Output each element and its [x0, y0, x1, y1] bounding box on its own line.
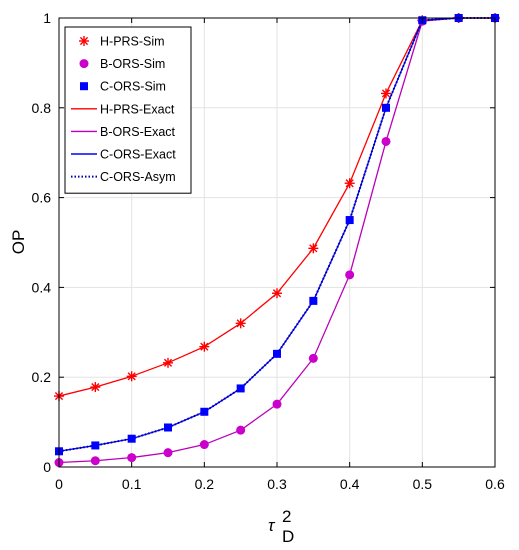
legend-label-c-ors-asym: C-ORS-Asym: [100, 170, 176, 184]
data-point-b-ors-sim: [236, 425, 246, 435]
legend-marker-h-prs-sim: [79, 36, 89, 46]
data-point-b-ors-sim: [308, 353, 318, 363]
x-axis-title-symbol: τ: [268, 516, 276, 535]
data-point-b-ors-sim: [381, 136, 391, 146]
x-tick-label: 0.2: [195, 476, 215, 492]
x-tick-label: 0.6: [485, 476, 505, 492]
data-point-c-ors-sim: [345, 216, 354, 225]
legend-marker-c-ors-sim: [80, 82, 88, 91]
data-point-b-ors-sim: [127, 453, 137, 463]
data-point-c-ors-sim: [91, 441, 100, 450]
data-point-c-ors-sim: [273, 349, 281, 358]
asterisk-stroke: [236, 319, 245, 328]
y-tick-label: 0.4: [32, 279, 52, 295]
legend-label-h-prs-exact: H-PRS-Exact: [100, 102, 175, 116]
x-tick-label: 0.1: [122, 476, 142, 492]
data-point-h-prs-sim: [90, 382, 101, 393]
y-tick-label: 0.2: [32, 369, 52, 385]
data-point-h-prs-sim: [126, 371, 137, 382]
x-axis-title-subscript: D: [282, 527, 294, 546]
x-tick-label: 0.3: [267, 476, 287, 492]
ticks: [58, 17, 496, 468]
asterisk-stroke: [381, 89, 391, 98]
legend-label-c-ors-sim: C-ORS-Sim: [100, 80, 166, 94]
x-tick-label: 0: [55, 476, 63, 492]
x-tick-label: 0.4: [340, 476, 360, 492]
data-point-h-prs-sim: [272, 288, 282, 299]
data-point-c-ors-sim: [309, 296, 318, 305]
tick-labels: 0 0.1 0.2 0.3 0.4 0.5 0.6 0 0.2 0.4 0.6 0.8 1: [32, 10, 505, 492]
data-point-b-ors-sim: [90, 456, 100, 466]
data-point-h-prs-sim: [308, 243, 319, 254]
asterisk-stroke: [345, 179, 354, 188]
data-point-b-ors-sim: [345, 270, 355, 280]
data-point-c-ors-sim: [127, 434, 136, 443]
data-point-h-prs-sim: [199, 341, 210, 352]
data-point-h-prs-sim: [163, 357, 173, 368]
data-point-c-ors-sim: [164, 423, 172, 432]
asterisk-stroke: [163, 358, 173, 367]
asterisk-stroke: [79, 36, 89, 46]
data-point-b-ors-sim: [272, 399, 282, 409]
legend-label-h-prs-sim: H-PRS-Sim: [100, 35, 165, 49]
data-point-h-prs-sim: [235, 318, 246, 329]
data-point-c-ors-sim: [200, 407, 209, 416]
data-point-c-ors-sim: [382, 103, 390, 112]
y-tick-label: 0.6: [32, 190, 52, 206]
x-axis-title: τ 2 D: [268, 507, 294, 546]
asterisk-stroke: [127, 372, 136, 381]
x-axis-title-superscript: 2: [282, 507, 291, 526]
asterisk-stroke: [309, 244, 318, 253]
data-point-b-ors-sim: [199, 440, 209, 450]
asterisk-stroke: [200, 342, 209, 351]
data-point-h-prs-sim: [381, 88, 391, 99]
y-tick-label: 0: [43, 459, 51, 475]
asterisk-stroke: [91, 382, 100, 392]
data-point-h-prs-sim: [344, 178, 355, 189]
y-tick-label: 1: [43, 10, 51, 26]
legend-marker-b-ors-sim: [79, 59, 89, 69]
legend-label-c-ors-exact: C-ORS-Exact: [100, 148, 176, 162]
asterisk-stroke: [272, 289, 282, 298]
data-point-b-ors-sim: [163, 448, 173, 458]
y-tick-label: 0.8: [32, 100, 52, 116]
legend: H-PRS-Sim B-ORS-Sim C-ORS-Sim H-PRS-Exact B-…: [64, 26, 192, 194]
y-axis-title: OP: [9, 230, 28, 255]
legend-box: [64, 26, 192, 194]
legend-label-b-ors-sim: B-ORS-Sim: [100, 57, 165, 71]
x-tick-label: 0.5: [413, 476, 433, 492]
data-point-c-ors-sim: [236, 384, 245, 393]
legend-label-b-ors-exact: B-ORS-Exact: [100, 125, 176, 139]
